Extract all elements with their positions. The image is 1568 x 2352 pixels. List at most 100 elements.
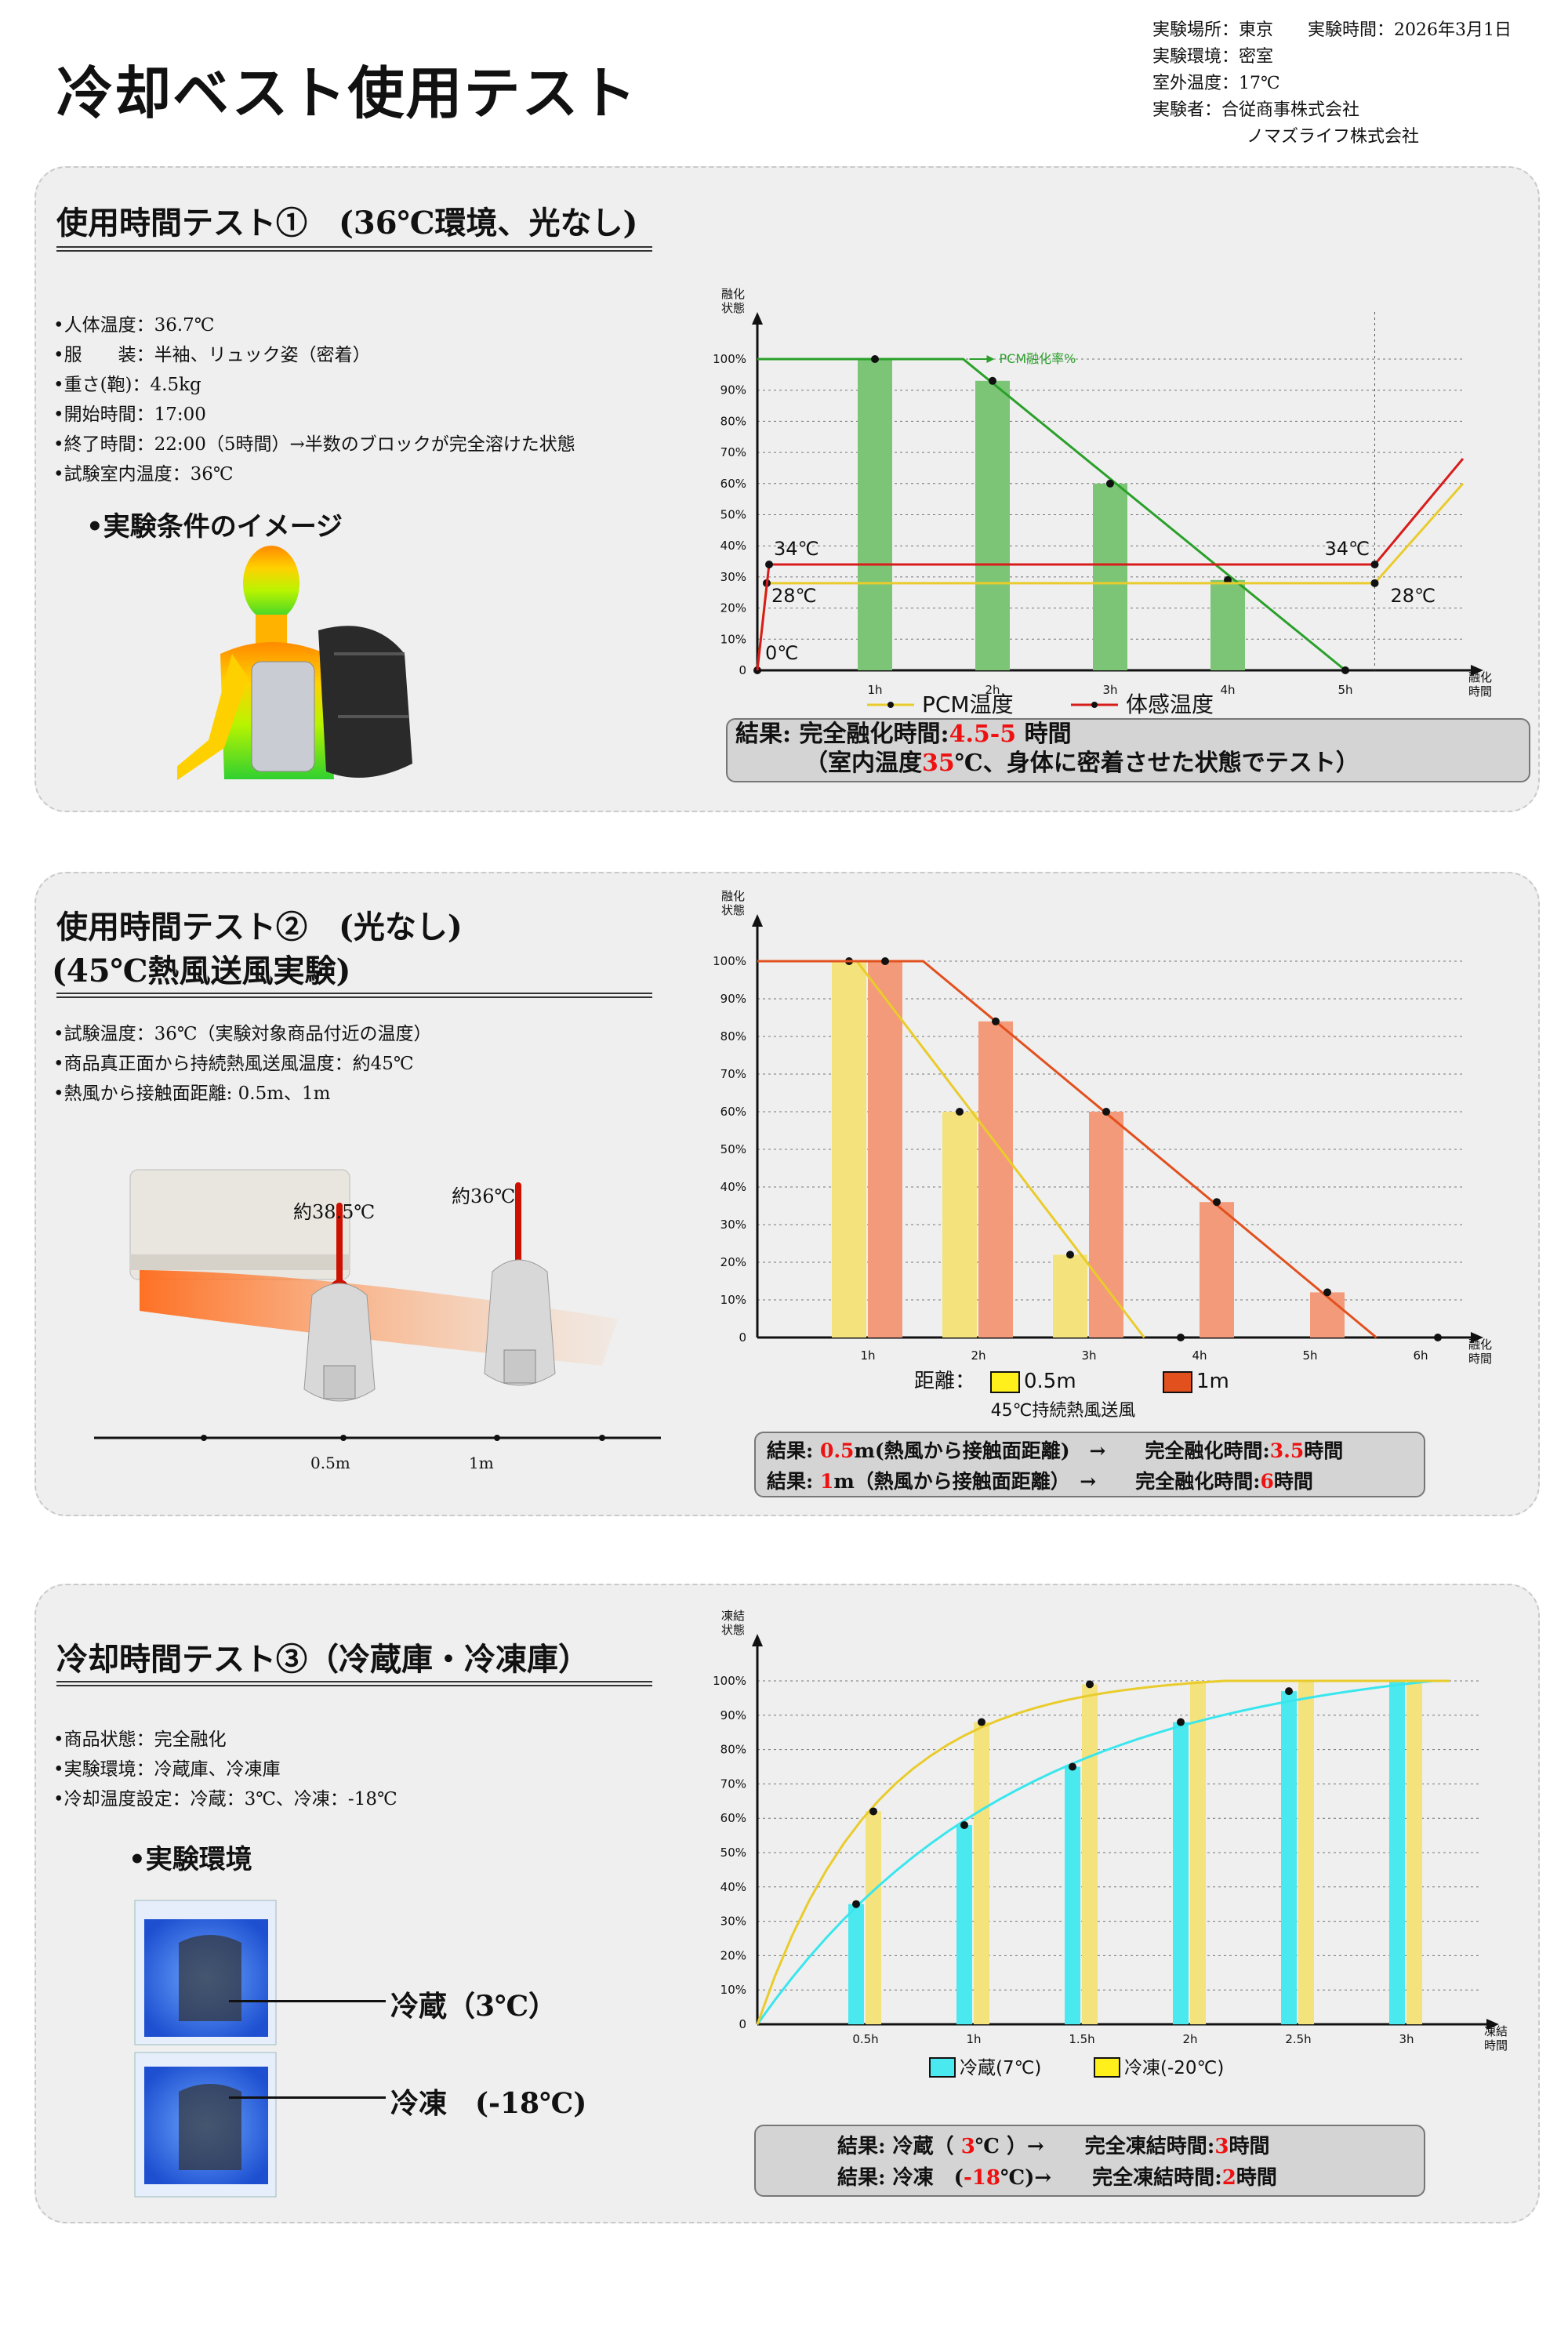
melt-point (956, 1108, 964, 1116)
melt-point (1341, 666, 1349, 674)
x-axis-label: 凍結 (1484, 2024, 1508, 2038)
x-tick-label: 2h (985, 683, 1000, 697)
condition-item: •試験温度：36℃（実験対象商品付近の温度） (53, 1024, 432, 1044)
freeze-bar-1 (974, 1722, 989, 2024)
y-axis-label: 凍結 (721, 1609, 745, 1623)
legend-marker (887, 702, 894, 708)
y-tick-label: 40% (720, 1880, 746, 1894)
experiment-meta: 実験場所：東京 実験時間：2026年3月1日 実験環境：密室 室外温度：17℃ … (1152, 17, 1512, 151)
y-tick-label: 50% (720, 1142, 746, 1156)
y-tick-label: 70% (720, 1777, 746, 1791)
x-tick-label: 4h (1220, 683, 1235, 697)
legend-label: 冷凍(-20℃) (1124, 2058, 1224, 2078)
result-text: ℃ ）→ 完全凍結時間: (975, 2135, 1215, 2158)
melt-line-1m (757, 960, 1377, 1339)
result-value: 1 (819, 1470, 834, 1493)
freeze-bar-0 (956, 1824, 972, 2024)
condition-item: •商品状態：完全融化 (53, 1730, 227, 1750)
test1-panel: 使用時間テスト① (36℃環境、光なし) •人体温度：36.7℃ •服 装：半袖… (34, 166, 1540, 812)
fridge-freezer-illustration (134, 1900, 277, 2198)
pcm-rate-line (757, 358, 1346, 672)
x-tick-label: 6h (1413, 1348, 1428, 1363)
result-text: 結果: 冷凍 ( (837, 2166, 964, 2190)
y-tick-label: 40% (720, 539, 746, 553)
result-value: 4.5-5 (949, 720, 1017, 748)
freeze-bar-0 (848, 1904, 864, 2024)
melt-bar (858, 359, 892, 670)
y-axis-arrow (752, 1634, 763, 1646)
y-tick-label: 80% (720, 414, 746, 428)
temp-far-label: 約36℃ (452, 1185, 516, 1207)
temp-label: 28℃ (771, 585, 817, 607)
x-tick-label: 1h (966, 2032, 981, 2046)
x-tick-label: 3h (1399, 2032, 1414, 2046)
x-axis-label: 時間 (1468, 684, 1492, 699)
result-value: 3.5 (1269, 1439, 1305, 1462)
title-underline (56, 246, 652, 252)
x-tick-label: 1h (860, 1348, 875, 1363)
condition-item: •試験室内温度：36℃ (53, 464, 234, 485)
test1-title: 使用時間テスト① (36℃環境、光なし) (56, 205, 638, 241)
freeze-bar-1 (866, 1811, 881, 2024)
result-text: ℃)→ 完全凍結時間: (1000, 2166, 1222, 2190)
result-text: 結果: (767, 1439, 820, 1462)
melt-point (1177, 1334, 1185, 1341)
y-axis-arrow (752, 312, 763, 325)
title-underline (56, 993, 652, 998)
melt-bar (1210, 579, 1245, 670)
test1-conditions: •人体温度：36.7℃ •服 装：半袖、リュック姿（密着） •重さ(鞄)：4.5… (53, 310, 575, 489)
image-caption: •実験条件のイメージ (86, 511, 343, 543)
meta-line: ノマズライフ株式会社 (1247, 127, 1420, 147)
meta-line: 実験環境：密室 (1152, 47, 1274, 67)
x-tick-label: 2.5h (1285, 2032, 1311, 2046)
melt-point (992, 1017, 1000, 1025)
test3-panel: 冷却時間テスト③（冷蔵庫・冷凍庫） •商品状態：完全融化 •実験環境：冷蔵庫、冷… (34, 1584, 1540, 2223)
legend-swatch (990, 1371, 1020, 1393)
y-tick-label: 20% (720, 601, 746, 615)
freeze-point (960, 1820, 968, 1829)
y-tick-label: 50% (720, 1846, 746, 1860)
result-value: 3 (1214, 2135, 1229, 2158)
melt-bar-0.5m (832, 961, 866, 1338)
test3-title: 冷却時間テスト③（冷蔵庫・冷凍庫） (56, 1641, 590, 1678)
freeze-bar-0 (1389, 1681, 1405, 2024)
y-axis-label: 状態 (721, 903, 745, 917)
meta-line: 室外温度：17℃ (1152, 74, 1280, 93)
y-axis-label: 状態 (721, 301, 745, 315)
y-axis-label: 状態 (721, 1623, 745, 1637)
x-axis-arrow (1471, 665, 1483, 676)
x-axis-arrow (1471, 1332, 1483, 1343)
x-tick-label: 2h (1182, 2032, 1197, 2046)
freeze-bar-1 (1298, 1681, 1314, 2024)
result-value: 3 (960, 2135, 975, 2158)
test2-subtitle: (45℃熱風送風実験) (52, 953, 351, 989)
y-tick-label: 20% (720, 1948, 746, 1962)
condition-item: •終了時間：22:00（5時間）→半数のブロックが完全溶けた状態 (53, 434, 575, 455)
result-value: 0.5 (819, 1439, 855, 1462)
result-text: 結果: (767, 1470, 820, 1493)
freeze-point (1177, 1718, 1185, 1726)
freeze-bar-0 (1281, 1691, 1297, 2024)
test3-result-box: 結果: 冷蔵（ 3℃ ）→ 完全凍結時間:3時間 結果: 冷凍 (-18℃)→ … (754, 2125, 1425, 2197)
fridge-label: 冷蔵（3℃） (390, 1990, 557, 2023)
test1-melting-chart: 010%20%30%40%50%60%70%80%90%100%融化状態融化時間… (713, 287, 1492, 717)
freeze-bar-1 (1406, 1681, 1422, 2024)
temp-point (1370, 561, 1379, 569)
melt-bar-0.5m (942, 1112, 977, 1338)
y-tick-label: 40% (720, 1180, 746, 1194)
result-text: 時間 (1236, 2166, 1277, 2190)
heat-blow-illustration (94, 1169, 661, 1441)
melt-point (1066, 1250, 1074, 1259)
y-tick-label: 10% (720, 1293, 746, 1307)
test3-conditions: •商品状態：完全融化 •実験環境：冷蔵庫、冷凍庫 •冷却温度設定：冷蔵：3℃、冷… (53, 1725, 397, 1814)
result-text: 時間 (1304, 1439, 1344, 1462)
test2-conditions: •試験温度：36℃（実験対象商品付近の温度） •商品真正面から持続熱風送風温度：… (53, 1019, 432, 1109)
freeze-curve-1 (756, 1679, 1450, 2025)
legend-label: PCM温度 (922, 691, 1014, 717)
temp-near-label: 約38.5℃ (293, 1201, 376, 1223)
y-tick-label: 50% (720, 508, 746, 522)
x-tick-label: 0.5h (852, 2032, 878, 2046)
pcm-rate-arrow-head (986, 355, 995, 363)
test1-result-box: 結果: 完全融化時間:4.5-5 時間 （室内温度35℃、身体に密着させた状態で… (726, 718, 1530, 782)
result-text: 時間 (1016, 720, 1072, 748)
